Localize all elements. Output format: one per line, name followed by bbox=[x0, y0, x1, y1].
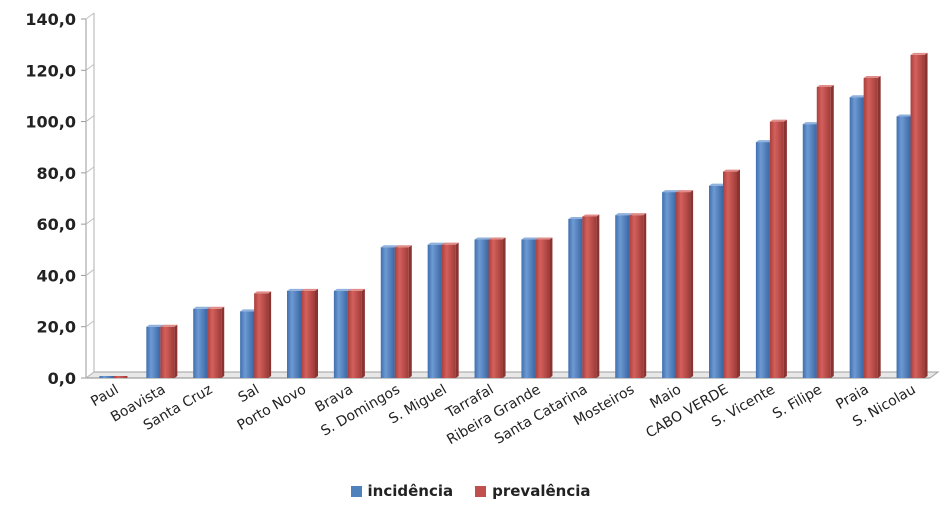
legend-item-prevalencia: prevalência bbox=[475, 482, 590, 500]
x-tick-label: Sal bbox=[236, 382, 262, 407]
y-tick-depth bbox=[85, 12, 95, 20]
legend-label-incidencia: incidência bbox=[367, 482, 454, 500]
bar-prevalencia bbox=[207, 306, 225, 378]
bar-prevalencia bbox=[676, 190, 694, 378]
y-tick-depth bbox=[85, 320, 95, 328]
bar-prevalencia bbox=[816, 84, 834, 378]
legend: incidência prevalência bbox=[0, 478, 941, 504]
bar-prevalencia bbox=[301, 288, 318, 378]
x-tick-label: Paul bbox=[88, 382, 121, 410]
y-tick-label: 140,0 bbox=[25, 10, 76, 29]
bar-prevalencia bbox=[254, 291, 272, 378]
bar-prevalencia bbox=[394, 245, 412, 378]
bar-prevalencia bbox=[347, 288, 365, 378]
y-tick-depth bbox=[85, 371, 95, 379]
bars bbox=[99, 52, 928, 379]
x-tick-label: S. Filipe bbox=[770, 382, 825, 423]
y-tick-label: 80,0 bbox=[37, 164, 76, 183]
bar-prevalencia bbox=[863, 75, 881, 378]
y-tick-label: 120,0 bbox=[25, 61, 76, 80]
bar-prevalencia bbox=[910, 52, 928, 379]
y-tick-label: 100,0 bbox=[25, 113, 76, 132]
y-tick-labels: 0,0 20,0 40,0 60,0 80,0 100,0 120,0 140,0 bbox=[25, 10, 76, 388]
bar-prevalencia bbox=[582, 214, 600, 378]
legend-swatch-incidencia bbox=[350, 485, 362, 497]
y-tick-label: 20,0 bbox=[37, 318, 76, 337]
y-tick-label: 40,0 bbox=[37, 266, 76, 285]
bar-prevalencia bbox=[629, 213, 647, 378]
bar-prevalencia bbox=[769, 119, 787, 379]
y-tick-depth bbox=[85, 166, 95, 174]
bar-prevalencia bbox=[488, 237, 506, 378]
bar-prevalencia bbox=[441, 242, 459, 378]
bar-prevalencia bbox=[113, 376, 128, 378]
y-tick-depth bbox=[85, 63, 95, 71]
bar-prevalencia bbox=[723, 169, 740, 378]
bar-chart: 0,0 20,0 40,0 60,0 80,0 100,0 120,0 140,0 PaulB… bbox=[25, 10, 940, 449]
legend-label-prevalencia: prevalência bbox=[492, 482, 591, 500]
y-tick-label: 0,0 bbox=[48, 369, 76, 388]
bar-incidencia bbox=[99, 376, 114, 378]
y-tick-depth bbox=[85, 269, 95, 276]
bar-prevalencia bbox=[535, 237, 553, 378]
legend-item-incidencia: incidência bbox=[350, 482, 454, 500]
y-tick-label: 60,0 bbox=[37, 215, 76, 234]
bar-prevalencia bbox=[160, 324, 178, 378]
y-tick-depth bbox=[85, 115, 95, 122]
y-tick-depth bbox=[85, 217, 95, 225]
legend-swatch-prevalencia bbox=[475, 485, 487, 497]
